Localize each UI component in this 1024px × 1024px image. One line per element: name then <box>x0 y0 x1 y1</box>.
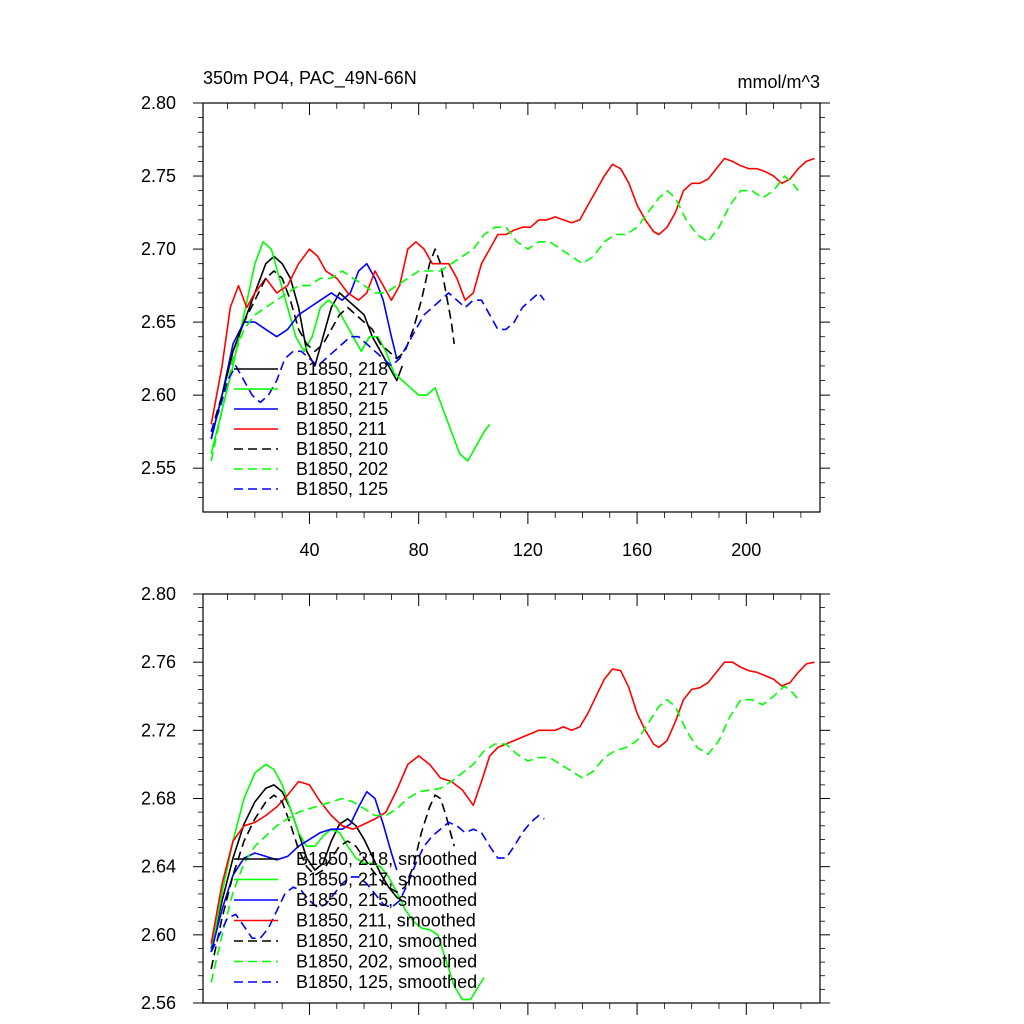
top-x-tick-label: 200 <box>731 540 761 560</box>
bottom-y-tick-label: 2.76 <box>141 652 176 672</box>
bottom-panel-axes: 2.56 2.60 2.64 2.68 2.72 2.76 2.80 <box>141 584 830 1015</box>
top-y-tick-label: 2.60 <box>141 385 176 405</box>
top-panel-lines <box>210 157 815 462</box>
bottom-legend-label-2: B1850, 215, smoothed <box>296 890 477 910</box>
bottom-series-line-1 <box>210 763 485 1001</box>
bottom-legend-label-6: B1850, 125, smoothed <box>296 972 477 992</box>
bottom-series-line-0 <box>210 784 403 949</box>
top-y-tick-label: 2.80 <box>141 93 176 113</box>
bottom-legend-label-1: B1850, 217, smoothed <box>296 870 477 890</box>
top-series-line-3 <box>210 157 815 425</box>
bottom-series-line-6 <box>210 814 545 953</box>
bottom-y-tick-label: 2.64 <box>141 857 176 877</box>
top-legend-label-6: B1850, 125 <box>296 479 388 499</box>
units-label: mmol/m^3 <box>738 72 820 92</box>
bottom-y-tick-label: 2.80 <box>141 584 176 604</box>
bottom-y-tick-label: 2.60 <box>141 925 176 945</box>
bottom-legend-label-0: B1850, 218, smoothed <box>296 849 477 869</box>
top-legend-label-4: B1850, 210 <box>296 439 388 459</box>
bottom-panel: 2.56 2.60 2.64 2.68 2.72 2.76 2.80 B1850, 218,… <box>141 584 830 1015</box>
top-panel-axes: 40 80 120 160 200 2.55 2.60 2.65 2.70 2.75 2.80 <box>141 93 830 560</box>
bottom-y-tick-label: 2.72 <box>141 720 176 740</box>
bottom-series-line-2 <box>210 790 398 953</box>
top-x-tick-label: 80 <box>409 540 429 560</box>
top-x-tick-label: 40 <box>299 540 319 560</box>
top-x-tick-label: 120 <box>513 540 543 560</box>
bottom-y-tick-label: 2.56 <box>141 993 176 1013</box>
top-legend-label-5: B1850, 202 <box>296 459 388 479</box>
bottom-legend-label-3: B1850, 211, smoothed <box>296 911 476 931</box>
top-y-tick-label: 2.70 <box>141 239 176 259</box>
top-series-line-1 <box>210 241 491 462</box>
bottom-series-line-4 <box>210 794 455 970</box>
bottom-series-line-3 <box>210 661 815 944</box>
bottom-legend-label-5: B1850, 202, smoothed <box>296 952 477 972</box>
top-legend-label-2: B1850, 215 <box>296 399 388 419</box>
bottom-panel-lines <box>210 661 815 1001</box>
top-legend-label-1: B1850, 217 <box>296 379 388 399</box>
top-y-tick-label: 2.65 <box>141 312 176 332</box>
bottom-legend-label-4: B1850, 210, smoothed <box>296 931 477 951</box>
top-y-tick-label: 2.55 <box>141 458 176 478</box>
top-panel: 40 80 120 160 200 2.55 2.60 2.65 2.70 2.75 2.80 B1… <box>141 93 830 560</box>
bottom-series-line-5 <box>210 685 799 983</box>
top-series-line-4 <box>210 248 455 432</box>
top-legend-label-0: B1850, 218 <box>296 359 388 379</box>
top-series-line-6 <box>210 292 545 432</box>
chart-title: 350m PO4, PAC_49N-66N <box>203 68 417 89</box>
bottom-y-tick-label: 2.68 <box>141 789 176 809</box>
top-legend-label-3: B1850, 211 <box>296 419 387 439</box>
top-x-tick-label: 160 <box>622 540 652 560</box>
top-series-line-0 <box>210 255 404 440</box>
top-y-tick-label: 2.75 <box>141 166 176 186</box>
